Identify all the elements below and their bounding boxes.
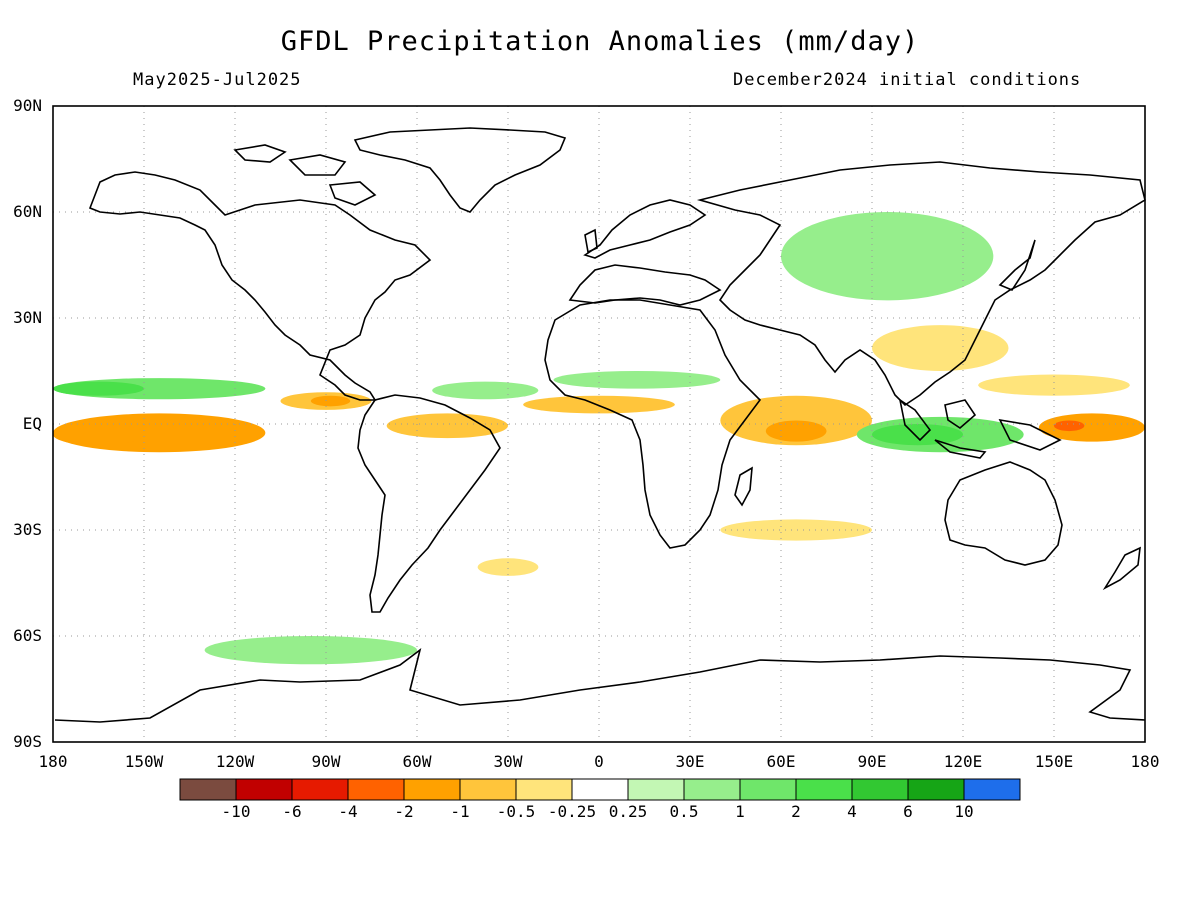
- longitude-label: 120W: [215, 752, 255, 771]
- colorbar-label: -6: [282, 802, 302, 821]
- longitude-label: 30W: [493, 752, 523, 771]
- longitude-label: 120E: [943, 752, 983, 771]
- colorbar-swatch: [907, 778, 965, 801]
- anomaly-region: [1038, 413, 1145, 442]
- colorbar-swatch: [851, 778, 909, 801]
- latitude-label: 60N: [13, 202, 42, 221]
- initial-conditions: December2024 initial conditions: [733, 70, 1082, 90]
- colorbar-label: -10: [221, 802, 251, 821]
- anomaly-region: [53, 381, 144, 396]
- anomaly-region: [978, 374, 1130, 396]
- longitude-label: 180: [38, 752, 68, 771]
- longitude-label: 90E: [857, 752, 887, 771]
- south-america-coast: [357, 394, 501, 613]
- colorbar-label: 4: [847, 802, 857, 821]
- colorbar-label: 0.25: [608, 802, 648, 821]
- colorbar: [179, 778, 1021, 801]
- gridlines: [53, 106, 1145, 742]
- colorbar-label: 6: [903, 802, 913, 821]
- colorbar-label: -4: [338, 802, 358, 821]
- longitude-label: 30E: [675, 752, 705, 771]
- colorbar-swatch: [739, 778, 797, 801]
- anomaly-region: [386, 413, 509, 439]
- colorbar-swatch: [179, 778, 237, 801]
- longitude-label: 60W: [402, 752, 432, 771]
- longitude-label: 150E: [1034, 752, 1074, 771]
- colorbar-swatch: [963, 778, 1021, 801]
- anomaly-region: [720, 395, 873, 446]
- map-frame: [52, 105, 1146, 743]
- longitude-label: 60E: [766, 752, 796, 771]
- africa-coast: [544, 299, 762, 549]
- anomaly-region: [204, 636, 417, 665]
- colorbar-swatch: [571, 778, 629, 801]
- colorbar-label: 10: [954, 802, 974, 821]
- anomaly-region: [523, 395, 675, 414]
- asia-coast: [696, 161, 1146, 407]
- anomaly-region: [872, 325, 1009, 371]
- colorbar-swatch: [515, 778, 573, 801]
- latitude-label: 30N: [13, 308, 42, 327]
- anomaly-region: [53, 424, 144, 446]
- anomaly-region: [477, 558, 539, 576]
- anomaly-shading: [53, 211, 1145, 665]
- anomaly-region: [765, 420, 827, 442]
- colorbar-swatch: [459, 778, 517, 801]
- colorbar-swatch: [291, 778, 349, 801]
- latitude-label: EQ: [22, 414, 42, 433]
- colorbar-swatch: [795, 778, 853, 801]
- anomaly-region: [1054, 420, 1085, 432]
- latitude-label: 90N: [13, 96, 42, 115]
- anomaly-region: [310, 395, 351, 407]
- longitude-label: 0: [594, 752, 604, 771]
- colorbar-label: 2: [791, 802, 801, 821]
- colorbar-label: -0.5: [496, 802, 536, 821]
- anomaly-region: [720, 519, 873, 541]
- north-america-coast: [88, 171, 432, 401]
- longitude-label: 180: [1130, 752, 1160, 771]
- colorbar-swatch: [627, 778, 685, 801]
- latitude-label: 30S: [13, 520, 42, 539]
- anomaly-region: [432, 381, 539, 400]
- colorbar-label: -2: [394, 802, 414, 821]
- colorbar-swatch: [403, 778, 461, 801]
- colorbar-swatch: [683, 778, 741, 801]
- europe-coast: [568, 264, 722, 306]
- latitude-label: 60S: [13, 626, 42, 645]
- map-title: GFDL Precipitation Anomalies (mm/day): [280, 26, 920, 57]
- colorbar-swatch: [347, 778, 405, 801]
- colorbar-label: -0.25: [547, 802, 597, 821]
- coastlines: [54, 127, 1146, 723]
- anomaly-region: [872, 424, 963, 446]
- anomaly-region: [781, 211, 994, 301]
- australia-coast: [944, 461, 1063, 566]
- forecast-period: May2025-Jul2025: [133, 70, 302, 90]
- colorbar-label: 1: [735, 802, 745, 821]
- colorbar-label: -1: [450, 802, 470, 821]
- longitude-label: 90W: [311, 752, 341, 771]
- colorbar-swatch: [235, 778, 293, 801]
- antarctica-coast: [54, 648, 1146, 723]
- anomaly-region: [553, 371, 721, 389]
- greenland-coast: [353, 127, 567, 213]
- longitude-label: 150W: [124, 752, 164, 771]
- latitude-label: 90S: [13, 732, 42, 751]
- colorbar-label: 0.5: [669, 802, 699, 821]
